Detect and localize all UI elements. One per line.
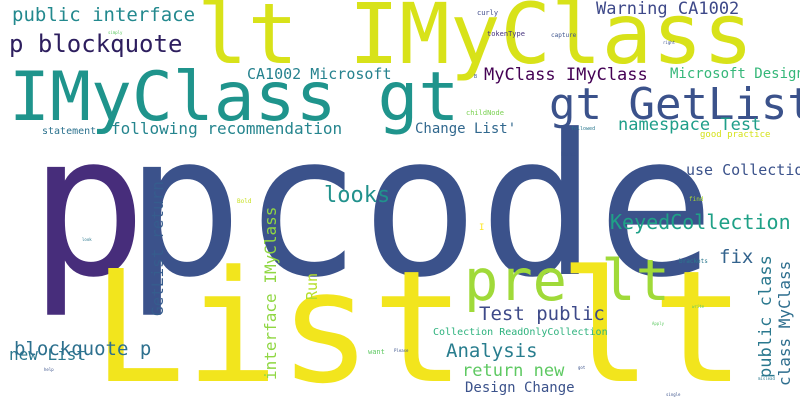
word: curly [477, 9, 499, 17]
word: Microsoft Design [670, 66, 800, 82]
word: namespace Test [618, 115, 762, 135]
word: look [82, 237, 92, 242]
word: I [479, 223, 485, 233]
word: find [689, 196, 704, 203]
word: statement [42, 126, 97, 137]
word: class MyClass [775, 260, 794, 386]
word: Analysis [446, 340, 538, 362]
word: IMyClass gt [9, 58, 460, 137]
word: public interface [12, 4, 196, 26]
word: Change List' [415, 121, 517, 137]
word: pcode [125, 93, 716, 321]
word: help [44, 367, 54, 372]
word: blockquote p [14, 338, 152, 360]
word: new List [9, 345, 87, 364]
word: simply [108, 30, 123, 35]
word: GetList return [148, 181, 167, 316]
word: following recommendation [111, 119, 343, 138]
word: Please [394, 348, 409, 353]
word: Collection ReadOnlyCollection [433, 327, 608, 338]
word: want [368, 348, 385, 356]
word: tokenType [487, 30, 525, 38]
word: Name [561, 151, 576, 158]
word: p blockquote [9, 30, 183, 58]
word: pre lt [464, 248, 670, 314]
word: CA1002 Microsoft [247, 65, 392, 83]
word: Bold [237, 198, 252, 205]
word: fix [719, 246, 754, 268]
word: write [692, 304, 705, 309]
word: B [474, 74, 478, 80]
word: Run [303, 272, 321, 300]
word: capture [551, 32, 577, 39]
word: Apply [652, 321, 665, 326]
word: interface IMyClass [261, 206, 280, 380]
word: good practice [700, 130, 771, 140]
word: Test public [479, 303, 605, 325]
word: brackets [679, 258, 708, 265]
word: gt GetList [549, 79, 800, 130]
word: KeyedCollection [610, 210, 791, 234]
word: Design Change [465, 380, 575, 396]
word: lt IMyClass [197, 0, 754, 83]
word: looks [324, 183, 391, 208]
word: childNode [466, 109, 504, 117]
word: right [663, 40, 676, 45]
word: single [666, 392, 681, 397]
word: got [578, 365, 586, 370]
word: p [29, 93, 148, 321]
word: MyClass IMyClass [484, 65, 648, 85]
word: Warning CA1002 [596, 0, 740, 19]
word: followed [571, 126, 596, 132]
word: use Collection [686, 161, 800, 179]
word: mislead [758, 376, 775, 381]
word: List lt [92, 237, 746, 400]
word: return new [462, 361, 565, 381]
word: public class [756, 255, 776, 378]
